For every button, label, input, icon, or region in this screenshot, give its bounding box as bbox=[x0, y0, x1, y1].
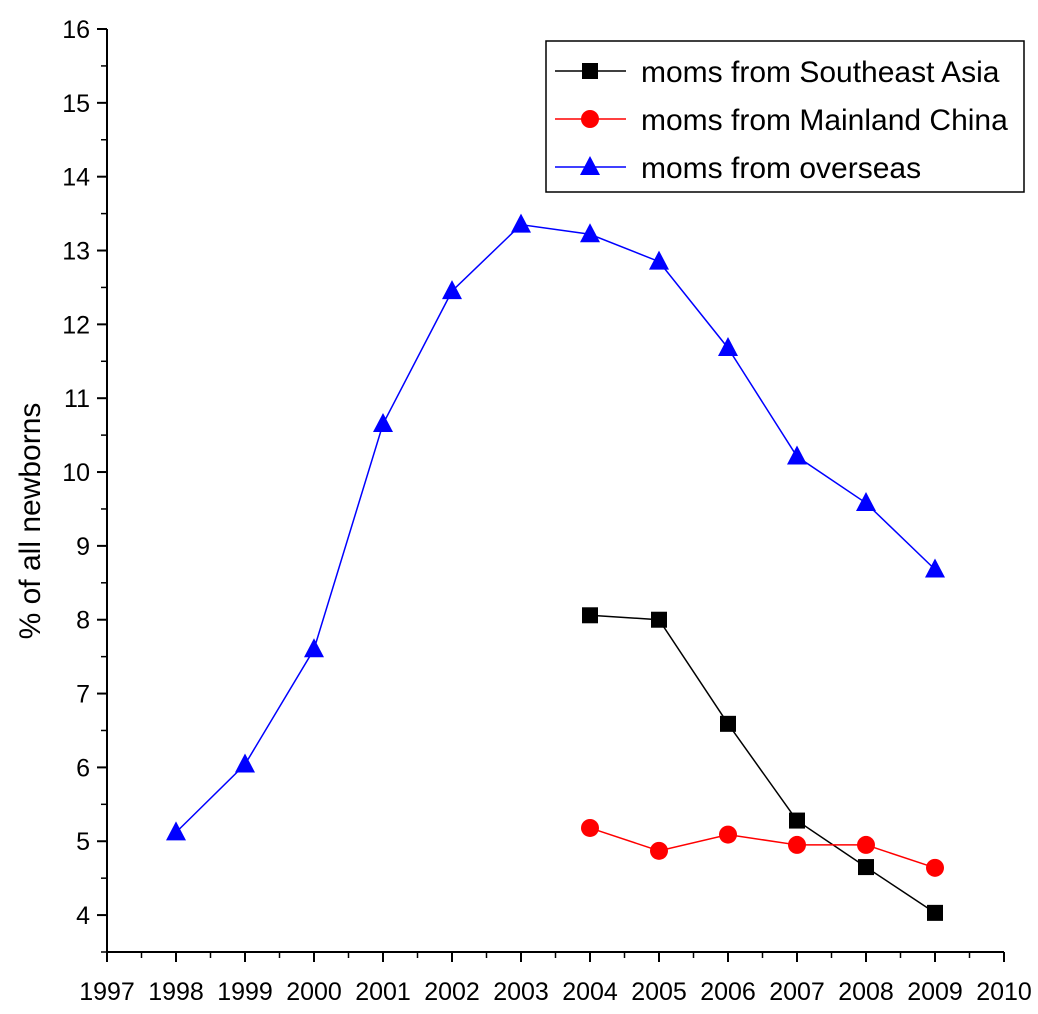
y-tick-label: 9 bbox=[76, 533, 90, 561]
data-point bbox=[373, 413, 393, 433]
x-tick-label: 1997 bbox=[79, 978, 135, 1006]
series-line-1 bbox=[589, 614, 936, 914]
data-point bbox=[925, 558, 945, 578]
data-point bbox=[720, 715, 736, 732]
y-tick-label: 13 bbox=[62, 238, 90, 266]
y-tick-label: 5 bbox=[76, 828, 90, 856]
data-point bbox=[857, 835, 875, 854]
x-tick-label: 2000 bbox=[286, 978, 342, 1006]
y-tick-label: 16 bbox=[62, 16, 90, 44]
y-tick-label: 10 bbox=[62, 459, 90, 487]
x-tick-label: 1999 bbox=[217, 978, 273, 1006]
x-tick-label: 1998 bbox=[148, 978, 204, 1006]
data-point bbox=[651, 611, 667, 628]
data-point bbox=[511, 213, 531, 233]
series-line-2 bbox=[589, 827, 936, 869]
data-point bbox=[856, 492, 876, 512]
data-point bbox=[787, 445, 807, 465]
y-tick-label: 14 bbox=[62, 164, 90, 192]
data-point bbox=[927, 904, 943, 921]
legend-label: moms from Mainland China bbox=[641, 104, 1008, 137]
y-tick-label: 8 bbox=[76, 607, 90, 635]
y-tick-label: 4 bbox=[76, 902, 90, 930]
series-markers bbox=[166, 213, 945, 921]
legend: moms from Southeast Asia moms from Mainla… bbox=[545, 40, 1025, 193]
series-line-3 bbox=[175, 223, 936, 833]
data-point bbox=[304, 638, 324, 658]
data-point bbox=[582, 607, 598, 624]
x-tick-label: 2005 bbox=[631, 978, 687, 1006]
data-point bbox=[166, 821, 186, 841]
legend-marker bbox=[581, 110, 599, 128]
y-tick-label: 11 bbox=[64, 385, 90, 413]
x-tick-label: 2003 bbox=[493, 978, 549, 1006]
data-point bbox=[719, 825, 737, 844]
data-point bbox=[649, 250, 669, 270]
legend-label: moms from Southeast Asia bbox=[641, 56, 1000, 89]
y-tick-label: 6 bbox=[76, 754, 90, 782]
legend-label: moms from overseas bbox=[641, 152, 921, 185]
x-tick-label: 2006 bbox=[700, 978, 756, 1006]
y-tick-label: 12 bbox=[62, 311, 90, 339]
data-point bbox=[788, 835, 806, 854]
x-tick-label: 2004 bbox=[562, 978, 618, 1006]
series-lines bbox=[175, 223, 936, 914]
y-tick-label: 15 bbox=[62, 90, 90, 118]
data-point bbox=[858, 859, 874, 876]
x-tick-label: 2002 bbox=[424, 978, 480, 1006]
x-tick-label: 2009 bbox=[907, 978, 963, 1006]
y-tick-label: 7 bbox=[76, 681, 90, 709]
data-point bbox=[650, 841, 668, 860]
y-axis-title: % of all newborns bbox=[14, 403, 47, 640]
axes: 4 5 6 7 8 9 10 11 12 13 14 15 16 1997 1998 1999 2000 2001… bbox=[62, 16, 1032, 1006]
data-point bbox=[789, 812, 805, 829]
x-tick-label: 2008 bbox=[838, 978, 894, 1006]
y-axis-title-group: % of all newborns bbox=[14, 403, 47, 640]
data-point bbox=[580, 223, 600, 243]
x-tick-label: 2010 bbox=[976, 978, 1032, 1006]
data-point bbox=[581, 818, 599, 837]
x-tick-label: 2001 bbox=[355, 978, 411, 1006]
data-point bbox=[718, 336, 738, 356]
x-tick-label: 2007 bbox=[769, 978, 825, 1006]
legend-marker bbox=[580, 156, 600, 175]
data-point bbox=[926, 858, 944, 877]
data-point bbox=[442, 280, 462, 300]
legend-marker bbox=[582, 63, 598, 79]
data-point bbox=[235, 753, 255, 773]
